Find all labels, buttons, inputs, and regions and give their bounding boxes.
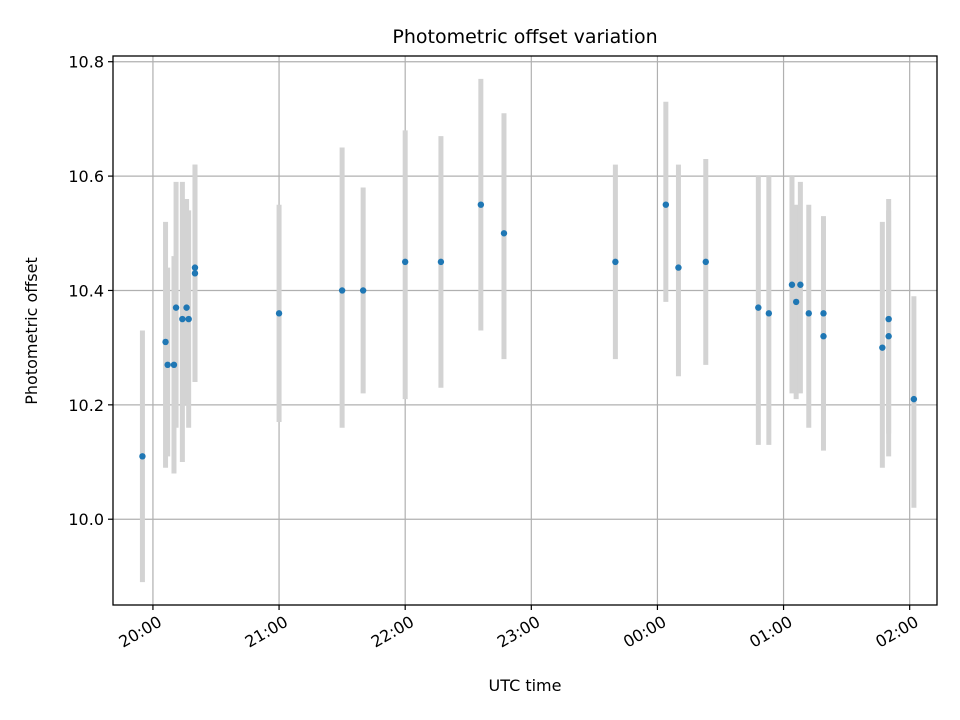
data-point [755,304,762,311]
data-point [275,310,283,317]
x-tick-label: 21:00 [242,612,291,652]
x-axis-ticks: 20:00 21:00 22:00 23:00 00:00 01:00 02:00 [116,605,922,652]
data-point [338,287,346,294]
data-point [191,264,199,271]
data-point [179,315,186,323]
plot-frame [112,55,938,606]
data-point [183,304,190,311]
data-point [191,270,199,277]
x-tick-label: 22:00 [368,612,417,652]
data-point [662,201,670,208]
grid-lines [113,56,937,605]
x-tick-label: 01:00 [746,612,795,652]
data-point [820,310,827,317]
data-point [885,315,892,323]
data-point [172,304,180,311]
data-point [788,281,796,288]
data-point [612,258,619,266]
x-tick-label: 00:00 [620,612,669,652]
data-points [139,201,918,460]
chart-title: Photometric offset variation [392,26,657,48]
data-point [164,361,171,369]
data-point [437,258,445,266]
data-point [792,298,800,306]
data-point [820,333,827,340]
data-point [477,201,485,208]
x-tick-label: 20:00 [116,612,165,652]
data-point [879,344,886,351]
y-tick-label: 10.4 [68,281,104,300]
data-point [885,333,892,340]
x-axis-title: UTC time [489,676,562,695]
data-point [170,361,178,369]
data-point [910,395,918,403]
data-point [359,287,367,294]
data-point [500,230,508,237]
data-point [401,258,409,266]
data-point [765,310,773,317]
data-point [139,453,146,460]
error-bars [139,78,917,583]
y-axis-title: Photometric offset [22,257,41,405]
data-point [805,310,812,317]
x-tick-label: 23:00 [494,612,543,652]
data-point [185,315,192,323]
y-tick-label: 10.6 [68,167,104,186]
y-tick-label: 10.0 [68,510,104,529]
data-point [675,264,682,271]
data-point [162,338,169,346]
x-tick-label: 02:00 [872,612,921,652]
y-axis-ticks: 10.0 10.2 10.4 10.6 10.8 [68,53,113,529]
data-point [702,258,709,266]
y-tick-label: 10.2 [68,396,104,415]
y-tick-label: 10.8 [68,53,104,72]
data-point [797,281,804,288]
